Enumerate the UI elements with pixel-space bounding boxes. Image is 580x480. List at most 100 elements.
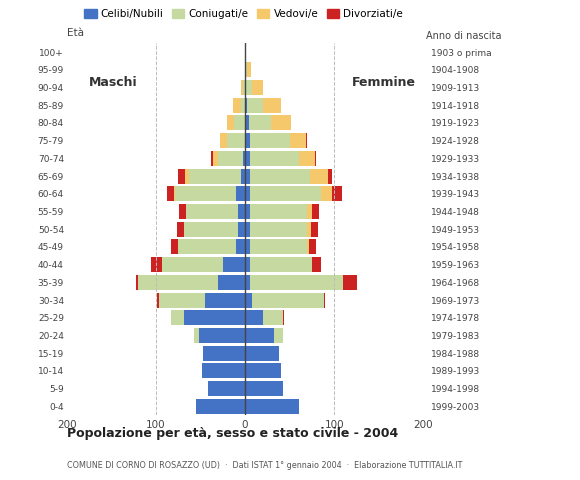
Bar xyxy=(245,328,274,343)
Bar xyxy=(211,151,213,166)
Bar xyxy=(312,257,321,272)
Bar xyxy=(177,222,184,237)
Text: Popolazione per età, sesso e stato civile - 2004: Popolazione per età, sesso e stato civil… xyxy=(67,427,398,440)
Bar xyxy=(241,97,245,113)
Bar xyxy=(274,328,282,343)
Bar xyxy=(245,399,299,414)
Bar xyxy=(343,275,357,290)
Text: COMUNE DI CORNO DI ROSAZZO (UD)  ·  Dati ISTAT 1° gennaio 2004  ·  Elaborazione : COMUNE DI CORNO DI ROSAZZO (UD) · Dati I… xyxy=(67,461,462,470)
Bar xyxy=(245,381,282,396)
Bar xyxy=(245,240,249,254)
Bar xyxy=(249,186,321,201)
Bar xyxy=(289,133,306,148)
Bar xyxy=(136,275,138,290)
Bar xyxy=(203,346,245,361)
Bar xyxy=(249,275,343,290)
Bar xyxy=(252,80,263,95)
Bar xyxy=(245,310,263,325)
Bar xyxy=(243,151,245,166)
Bar xyxy=(245,275,249,290)
Text: Anno di nascita: Anno di nascita xyxy=(426,31,502,41)
Text: Maschi: Maschi xyxy=(89,76,137,89)
Bar xyxy=(227,115,234,131)
Bar xyxy=(245,222,249,237)
Bar xyxy=(196,399,245,414)
Bar xyxy=(311,222,318,237)
Bar xyxy=(247,97,263,113)
Bar xyxy=(236,186,245,201)
Bar xyxy=(151,257,162,272)
Bar xyxy=(184,310,245,325)
Bar xyxy=(306,133,307,148)
Bar xyxy=(245,204,249,219)
Bar xyxy=(307,240,309,254)
Bar xyxy=(271,115,291,131)
Bar xyxy=(184,222,238,237)
Bar xyxy=(208,381,245,396)
Bar xyxy=(247,62,251,77)
Bar xyxy=(249,240,307,254)
Bar xyxy=(223,257,245,272)
Bar xyxy=(176,186,236,201)
Bar xyxy=(178,168,185,183)
Bar xyxy=(249,133,289,148)
Bar xyxy=(194,328,199,343)
Bar xyxy=(299,151,314,166)
Bar xyxy=(252,292,324,308)
Bar xyxy=(202,363,245,378)
Bar xyxy=(158,292,205,308)
Bar xyxy=(245,346,279,361)
Bar xyxy=(189,168,241,183)
Bar xyxy=(138,275,218,290)
Bar xyxy=(249,257,312,272)
Bar xyxy=(238,222,245,237)
Bar xyxy=(227,133,245,148)
Bar xyxy=(310,168,328,183)
Bar xyxy=(236,240,245,254)
Bar xyxy=(234,115,245,131)
Bar xyxy=(245,115,249,131)
Bar xyxy=(249,151,299,166)
Text: Femmine: Femmine xyxy=(352,76,416,89)
Bar xyxy=(162,257,223,272)
Bar xyxy=(249,204,307,219)
Bar xyxy=(324,292,325,308)
Bar xyxy=(263,97,281,113)
Legend: Celibi/Nubili, Coniugati/e, Vedovi/e, Divorziati/e: Celibi/Nubili, Coniugati/e, Vedovi/e, Di… xyxy=(80,5,407,24)
Bar xyxy=(166,186,174,201)
Bar xyxy=(245,186,249,201)
Bar xyxy=(321,186,332,201)
Text: Età: Età xyxy=(67,28,84,38)
Bar xyxy=(245,133,249,148)
Bar xyxy=(178,240,236,254)
Bar xyxy=(238,204,245,219)
Bar xyxy=(171,310,184,325)
Bar xyxy=(307,222,311,237)
Bar xyxy=(185,168,189,183)
Bar xyxy=(179,204,186,219)
Bar xyxy=(245,80,252,95)
Bar xyxy=(241,80,243,95)
Bar xyxy=(220,133,227,148)
Bar xyxy=(328,168,332,183)
Bar xyxy=(241,168,245,183)
Bar xyxy=(245,363,281,378)
Bar xyxy=(332,186,342,201)
Bar xyxy=(245,97,247,113)
Bar xyxy=(234,97,241,113)
Bar xyxy=(245,62,247,77)
Bar xyxy=(245,168,249,183)
Bar xyxy=(174,186,176,201)
Bar xyxy=(157,292,158,308)
Bar xyxy=(249,115,271,131)
Bar xyxy=(314,151,317,166)
Bar xyxy=(245,151,249,166)
Bar xyxy=(245,292,252,308)
Bar xyxy=(312,204,319,219)
Bar xyxy=(199,328,245,343)
Bar xyxy=(243,80,245,95)
Bar xyxy=(205,292,245,308)
Bar xyxy=(309,240,317,254)
Bar xyxy=(186,204,238,219)
Bar xyxy=(249,168,310,183)
